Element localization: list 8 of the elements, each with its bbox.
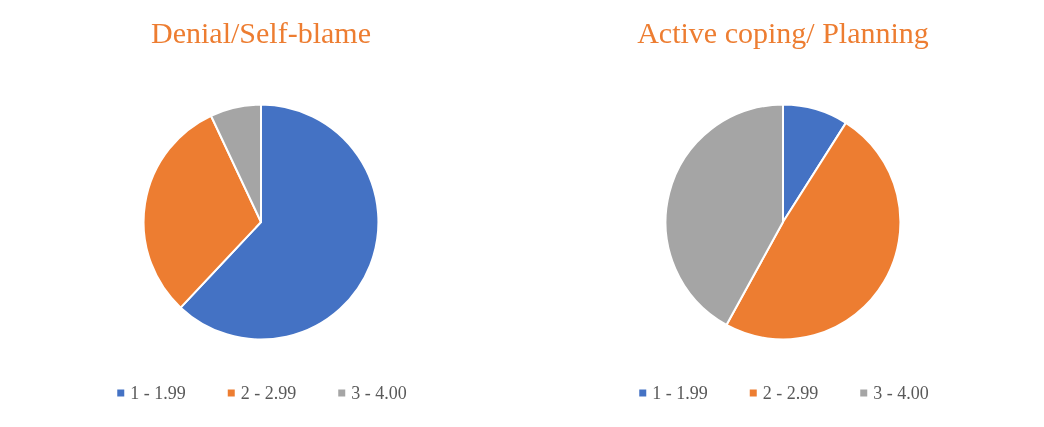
legend-label: 3 - 4.00	[873, 383, 929, 403]
chart-title: Active coping/ Planning	[637, 15, 929, 49]
legend-label: 2 - 2.99	[762, 383, 819, 403]
legend-label: 1 - 1.99	[130, 383, 186, 403]
legend-label: 1 - 1.99	[652, 383, 708, 403]
legend-label: 2 - 2.99	[240, 383, 297, 403]
chart-title: Denial/Self-blame	[151, 15, 371, 49]
legend-label: 3 - 4.00	[351, 383, 407, 403]
